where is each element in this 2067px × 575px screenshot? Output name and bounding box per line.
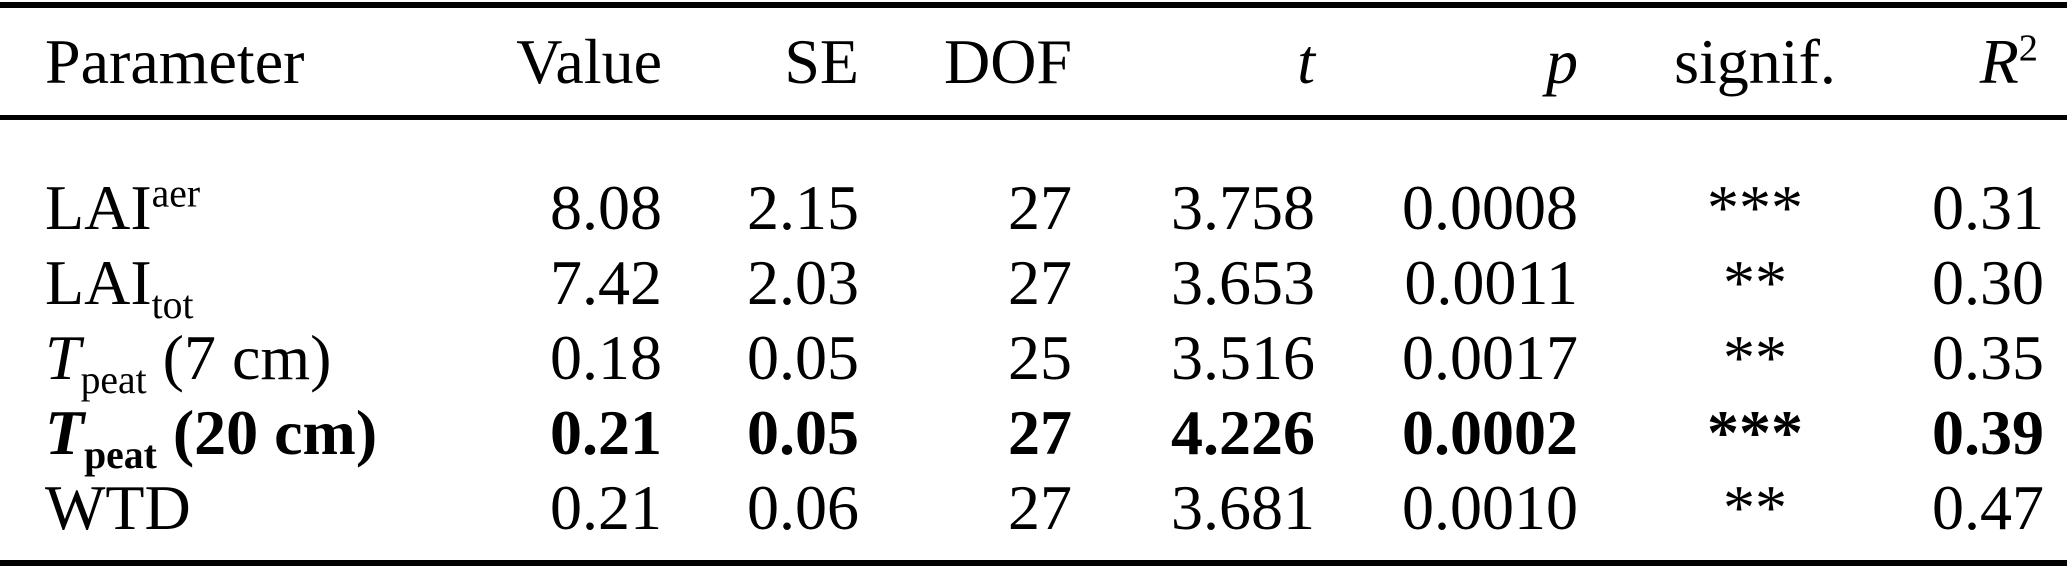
table-row: WTD 0.21 0.06 27 3.681 0.0010 ** 0.47: [0, 470, 2067, 545]
cell-r2: 0.39: [1932, 396, 2044, 468]
col-header-r2: R2: [1979, 26, 2038, 97]
cell-t: 4.226: [1171, 396, 1315, 468]
cell-se: 0.05: [747, 396, 859, 468]
cell-param: LAItot: [0, 245, 505, 324]
parameter-text-part: WTD: [45, 471, 191, 543]
cell-se: 0.06: [747, 471, 859, 543]
cell-dof: 25: [1008, 321, 1072, 393]
cell-se: 0.05: [747, 321, 859, 393]
table-header: Parameter Value SE DOF t p signif. R2: [0, 0, 2067, 170]
parameter-text-part: aer: [151, 171, 201, 216]
parameter-text-part: T: [45, 321, 81, 393]
cell-r2: 0.31: [1932, 171, 2044, 243]
cell-p: 0.0011: [1404, 246, 1578, 318]
cell-r2: 0.30: [1932, 246, 2044, 318]
col-header-signif: signif.: [1674, 26, 1836, 97]
cell-dof: 27: [1008, 246, 1072, 318]
cell-t: 3.758: [1171, 171, 1315, 243]
table-row: Tpeat (7 cm) 0.18 0.05 25 3.516 0.0017 ** 0.35: [0, 320, 2067, 399]
cell-p: 0.0008: [1402, 171, 1578, 243]
table-row: LAIaer 8.08 2.15 27 3.758 0.0008 *** 0.31: [0, 170, 2067, 245]
parameter-text-part: tot: [151, 282, 194, 327]
table-row: LAItot 7.42 2.03 27 3.653 0.0011 ** 0.30: [0, 245, 2067, 324]
cell-r2: 0.47: [1932, 471, 2044, 543]
cell-param: Tpeat (7 cm): [0, 320, 505, 399]
header-rule: [0, 115, 2067, 120]
cell-value: 7.42: [550, 246, 662, 318]
table-row: Tpeat (20 cm) 0.21 0.05 27 4.226 0.0002 *** 0.3…: [0, 395, 2067, 474]
col-header-value: Value: [516, 26, 662, 97]
header-row: Parameter Value SE DOF t p signif. R2: [0, 0, 2067, 170]
cell-t: 3.653: [1171, 246, 1315, 318]
cell-signif: **: [1723, 471, 1787, 543]
cell-value: 0.21: [550, 471, 662, 543]
cell-se: 2.03: [747, 246, 859, 318]
col-header-dof: DOF: [943, 26, 1072, 97]
col-header-param: Parameter: [45, 26, 305, 97]
cell-signif: ***: [1707, 396, 1803, 468]
parameter-text-part: peat: [84, 432, 157, 477]
parameter-text-part: T: [45, 396, 85, 468]
cell-p: 0.0010: [1402, 471, 1578, 543]
cell-signif: **: [1723, 246, 1787, 318]
cell-param: WTD: [0, 470, 505, 545]
bottom-rule: [0, 560, 2067, 566]
cell-p: 0.0017: [1402, 321, 1578, 393]
cell-r2: 0.35: [1932, 321, 2044, 393]
cell-t: 3.681: [1171, 471, 1315, 543]
cell-dof: 27: [1008, 471, 1072, 543]
cell-signif: **: [1723, 321, 1787, 393]
cell-value: 0.18: [550, 321, 662, 393]
col-header-se: SE: [784, 26, 859, 97]
cell-param: LAIaer: [0, 170, 505, 245]
cell-p: 0.0002: [1402, 396, 1578, 468]
col-header-r2-superscript: 2: [2018, 27, 2038, 70]
regression-statistics-table: Parameter Value SE DOF t p signif. R2 LAIaer 8.0…: [0, 0, 2067, 545]
cell-se: 2.15: [747, 171, 859, 243]
parameter-text-part: LAI: [45, 171, 152, 243]
cell-t: 3.516: [1171, 321, 1315, 393]
cell-param: Tpeat (20 cm): [0, 395, 505, 474]
parameter-text-part: LAI: [45, 246, 152, 318]
parameter-text-part: peat: [80, 357, 147, 402]
cell-value: 8.08: [550, 171, 662, 243]
table-body: LAIaer 8.08 2.15 27 3.758 0.0008 *** 0.31 LAItot…: [0, 170, 2067, 545]
col-header-t: t: [1297, 26, 1315, 97]
cell-value: 0.21: [550, 396, 662, 468]
cell-dof: 27: [1008, 396, 1072, 468]
top-rule: [0, 2, 2067, 8]
cell-signif: ***: [1707, 171, 1803, 243]
col-header-p: p: [1546, 26, 1578, 97]
cell-dof: 27: [1008, 171, 1072, 243]
parameter-text-part: (7 cm): [146, 321, 332, 393]
parameter-text-part: (20 cm): [156, 396, 378, 468]
